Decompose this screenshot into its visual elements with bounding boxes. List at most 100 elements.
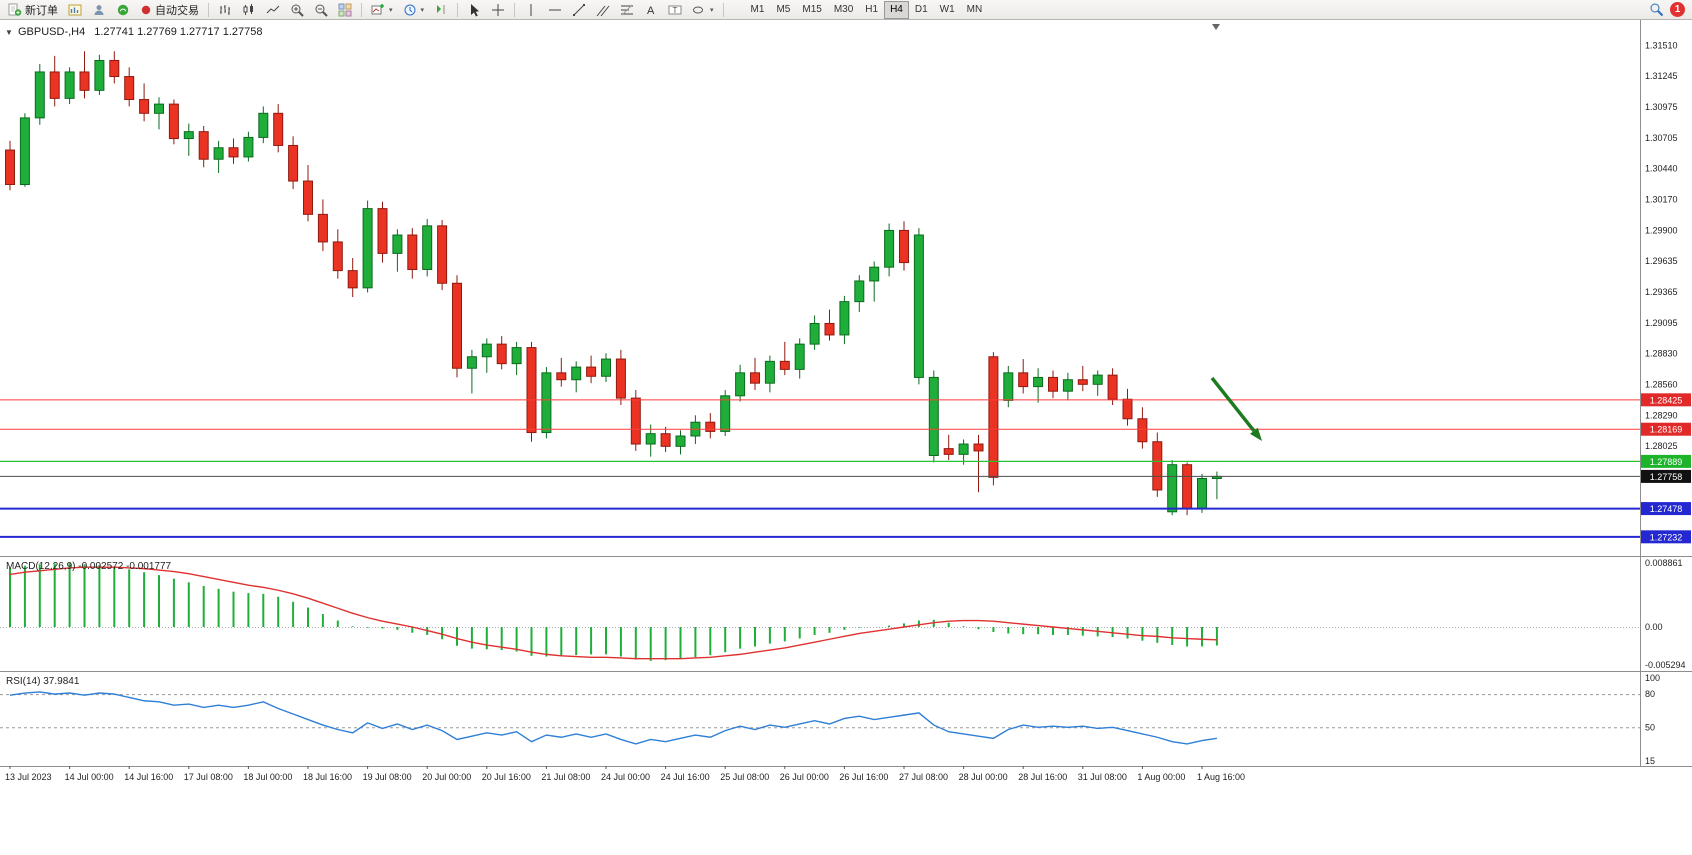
- profiles-button[interactable]: [88, 0, 110, 19]
- shapes-tool[interactable]: ▾: [688, 0, 718, 19]
- line-chart-icon: [266, 5, 280, 13]
- profile-icon: [94, 4, 104, 15]
- timeframe-d1[interactable]: D1: [914, 3, 928, 15]
- time-axis-label: 18 Jul 00:00: [243, 772, 292, 782]
- text-label-tool[interactable]: T: [664, 0, 686, 19]
- price-axis-label: 1.29095: [1645, 318, 1678, 328]
- candlestick-chart-button[interactable]: [238, 0, 260, 19]
- community-button[interactable]: [112, 0, 134, 19]
- time-axis-label: 24 Jul 16:00: [661, 772, 710, 782]
- toolbar-separator: [457, 2, 459, 17]
- price-tag: [1641, 454, 1691, 468]
- time-axis-label: 17 Jul 08:00: [184, 772, 233, 782]
- macd-signal-line: [9, 566, 1217, 660]
- chart-window: 1.31510 1.31245 1.30975 1.30705 1.30440 1.301…: [0, 20, 1692, 850]
- timeframe-w1[interactable]: W1: [939, 3, 955, 15]
- toolbar-separator: [208, 2, 209, 17]
- toolbar-separator: [514, 2, 516, 17]
- trendline-icon: [573, 3, 586, 16]
- tile-windows-icon: [338, 3, 352, 16]
- timeframe-m1[interactable]: M1: [750, 3, 765, 15]
- price-axis-label: 1.30170: [1645, 194, 1678, 204]
- svg-text:A: A: [647, 5, 655, 17]
- fibonacci-icon: [621, 4, 634, 15]
- rsi-axis-label: 80: [1645, 689, 1655, 699]
- chart-shift-button[interactable]: [430, 0, 452, 19]
- time-axis-label: 27 Jul 08:00: [899, 772, 948, 782]
- text-label-icon: T: [668, 5, 682, 15]
- svg-text:1.27758: 1.27758: [1650, 472, 1683, 482]
- price-tag: [1641, 530, 1691, 544]
- horizontal-line-tool[interactable]: [544, 0, 566, 19]
- time-axis-label: 1 Aug 00:00: [1137, 772, 1185, 782]
- svg-text:1.27232: 1.27232: [1650, 532, 1683, 542]
- chevron-down-icon: ▾: [420, 6, 425, 14]
- main-toolbar: 新订单 自动交易 ▾ ▾: [0, 0, 1692, 20]
- price-axis-label: 1.28560: [1645, 379, 1678, 389]
- channel-icon: [596, 5, 610, 16]
- time-axis-label: 28 Jul 00:00: [959, 772, 1008, 782]
- shapes-icon: [693, 6, 704, 13]
- time-axis-label: 21 Jul 08:00: [541, 772, 590, 782]
- new-chart-icon: [371, 3, 384, 14]
- price-axis-label: 1.30975: [1645, 102, 1678, 112]
- price-tag: [1641, 502, 1691, 516]
- timeframe-h1[interactable]: H1: [865, 3, 879, 15]
- new-order-label: 新订单: [25, 4, 58, 17]
- timeframe-mn[interactable]: MN: [966, 3, 983, 15]
- panel-separators: [0, 20, 1692, 767]
- fibonacci-tool[interactable]: [616, 0, 638, 19]
- zoom-in-icon: [291, 4, 304, 17]
- tile-windows-button[interactable]: [334, 0, 356, 19]
- line-chart-button[interactable]: [262, 0, 284, 19]
- text-tool[interactable]: A: [640, 0, 662, 19]
- chart-canvas[interactable]: 1.31510 1.31245 1.30975 1.30705 1.30440 1.301…: [0, 20, 1692, 850]
- search-icon[interactable]: [1649, 2, 1664, 17]
- trendline-tool[interactable]: [568, 0, 590, 19]
- channel-tool[interactable]: [592, 0, 614, 19]
- auto-trading-button[interactable]: 自动交易: [136, 0, 203, 19]
- time-axis-label: 20 Jul 16:00: [482, 772, 531, 782]
- crosshair-button[interactable]: [487, 0, 509, 19]
- rsi-line: [9, 691, 1218, 745]
- period-clock-button[interactable]: ▾: [399, 0, 429, 19]
- timeframe-m5[interactable]: M5: [776, 3, 791, 15]
- rsi-indicator: [0, 691, 1640, 745]
- bar-chart-button[interactable]: [214, 0, 236, 19]
- vertical-line-tool[interactable]: [520, 0, 542, 19]
- zoom-out-button[interactable]: [310, 0, 332, 19]
- symbol-label: GBPUSD-,H4 1.27741 1.27769 1.27717 1.2775…: [18, 26, 262, 38]
- new-order-button[interactable]: 新订单: [4, 0, 62, 19]
- timeframe-m30[interactable]: M30: [833, 3, 854, 15]
- timeframe-h4[interactable]: H4: [884, 0, 909, 19]
- price-axis-label: 1.28290: [1645, 410, 1678, 420]
- price-axis-label: 1.29365: [1645, 287, 1678, 297]
- time-axis-label: 25 Jul 08:00: [720, 772, 769, 782]
- notification-badge[interactable]: 1: [1670, 2, 1685, 17]
- cursor-button[interactable]: [463, 0, 485, 19]
- svg-text:1.28169: 1.28169: [1650, 425, 1683, 435]
- rsi-axis-label: 50: [1645, 722, 1655, 732]
- horizontal-level-lines[interactable]: [0, 399, 1640, 538]
- price-axis-label: 1.31510: [1645, 41, 1678, 51]
- market-watch-button[interactable]: [64, 0, 86, 19]
- chart-shift-icon: [437, 4, 445, 14]
- arrow-annotation[interactable]: [1210, 376, 1262, 441]
- rsi-axis-label: 15: [1645, 756, 1655, 766]
- time-axis-label: 14 Jul 16:00: [124, 772, 173, 782]
- price-tag: [1641, 469, 1691, 483]
- ohlc-quotes-text: 1.27741 1.27769 1.27717 1.27758: [94, 26, 262, 38]
- new-chart-button[interactable]: ▾: [367, 0, 397, 19]
- rsi-label: RSI(14) 37.9841: [6, 676, 80, 687]
- price-axis-label: 1.29900: [1645, 225, 1678, 235]
- macd-axis-label: -0.005294: [1645, 660, 1686, 670]
- timeframe-m15[interactable]: M15: [802, 3, 822, 15]
- price-axis-label: 1.28830: [1645, 348, 1678, 358]
- price-tag: [1641, 393, 1691, 407]
- time-axis-label: 28 Jul 16:00: [1018, 772, 1067, 782]
- chart-menu-marker[interactable]: ▼: [5, 28, 13, 37]
- price-axis-label: 1.30705: [1645, 133, 1678, 143]
- zoom-in-button[interactable]: [286, 0, 308, 19]
- svg-text:1.27889: 1.27889: [1650, 457, 1683, 467]
- time-axis-label: 18 Jul 16:00: [303, 772, 352, 782]
